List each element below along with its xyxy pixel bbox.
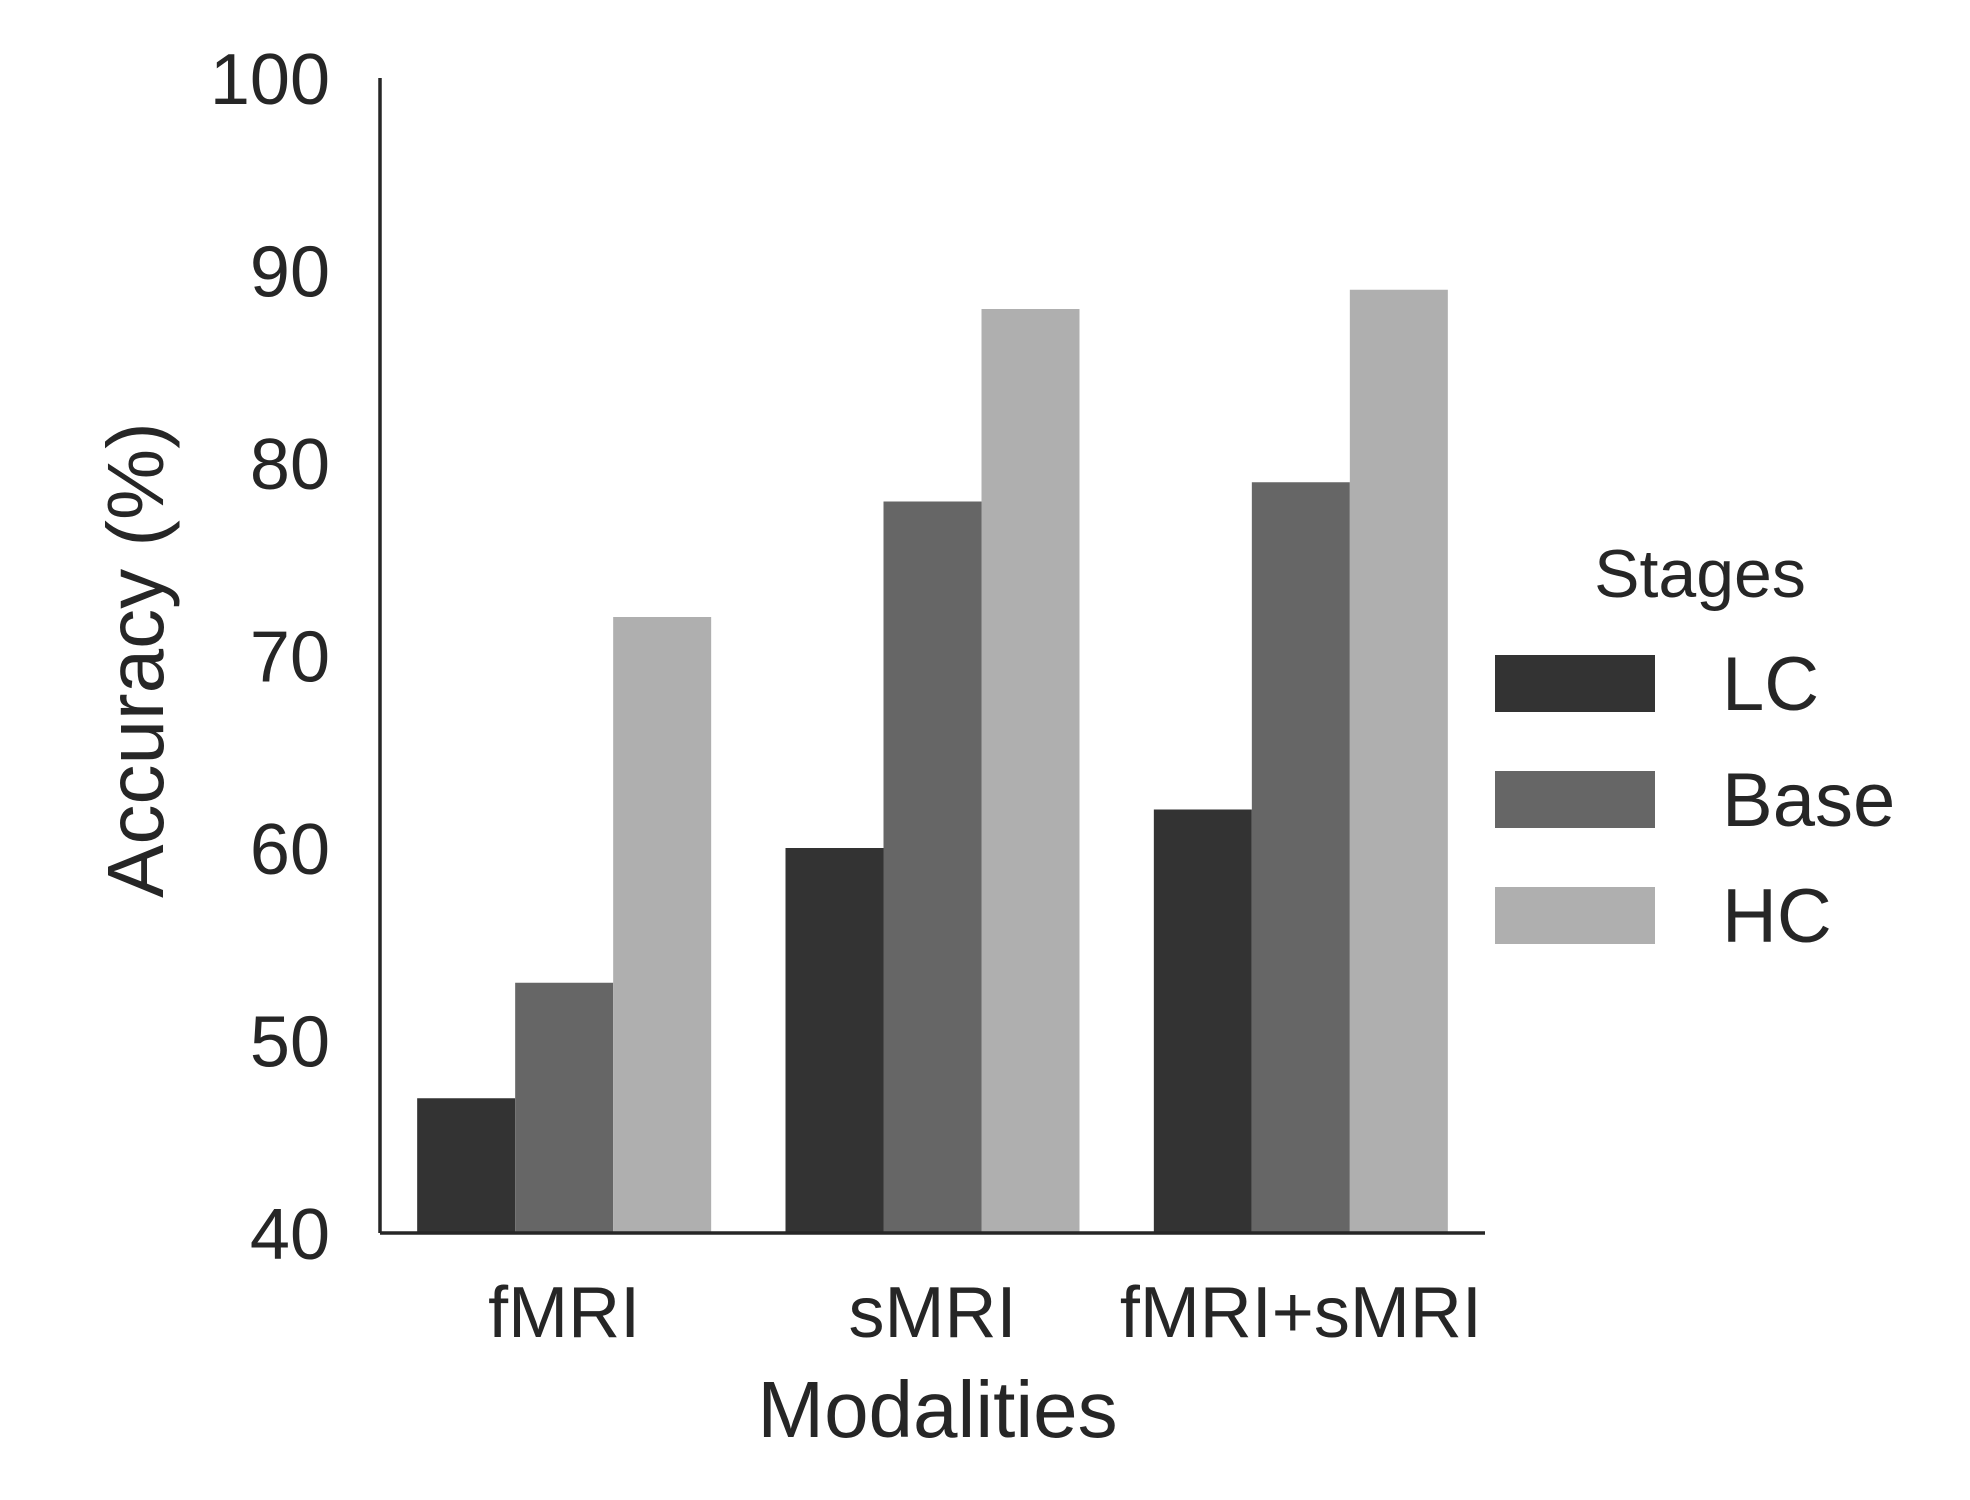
legend-swatch-base — [1495, 771, 1655, 828]
bar-base-smri — [883, 501, 982, 1233]
y-axis-title: Accuracy (%) — [91, 422, 180, 898]
bar-hc-fmri — [613, 617, 712, 1233]
bar-base-fmri — [515, 982, 614, 1233]
legend-label-base: Base — [1722, 758, 1895, 843]
bar-lc-fmri-smri — [1153, 809, 1252, 1233]
y-axis-ticks: 40 50 60 70 80 90 100 — [210, 40, 330, 1275]
legend-label-hc: HC — [1722, 874, 1832, 959]
x-tick-label: fMRI+sMRI — [1120, 1273, 1482, 1353]
x-tick-label: fMRI — [488, 1273, 640, 1353]
bars — [417, 289, 1448, 1233]
x-tick-label: sMRI — [849, 1273, 1017, 1353]
y-tick-label: 70 — [250, 618, 330, 698]
y-tick-label: 50 — [250, 1003, 330, 1083]
legend-swatch-lc — [1495, 655, 1655, 712]
x-axis-categories: fMRI sMRI fMRI+sMRI — [488, 1273, 1482, 1353]
y-tick-label: 60 — [250, 810, 330, 890]
legend: Stages LC Base HC — [1495, 536, 1895, 959]
bar-lc-smri — [785, 848, 884, 1233]
bar-lc-fmri — [417, 1098, 516, 1233]
y-tick-label: 80 — [250, 425, 330, 505]
legend-swatch-hc — [1495, 887, 1655, 944]
legend-title: Stages — [1594, 536, 1806, 612]
y-tick-label: 100 — [210, 40, 330, 120]
y-tick-label: 40 — [250, 1195, 330, 1275]
legend-label-lc: LC — [1722, 642, 1819, 727]
bar-base-fmri-smri — [1251, 482, 1350, 1233]
x-axis-title: Modalities — [757, 1365, 1117, 1454]
y-tick-label: 90 — [250, 233, 330, 313]
bar-hc-smri — [981, 309, 1080, 1233]
bar-hc-fmri-smri — [1349, 289, 1448, 1233]
